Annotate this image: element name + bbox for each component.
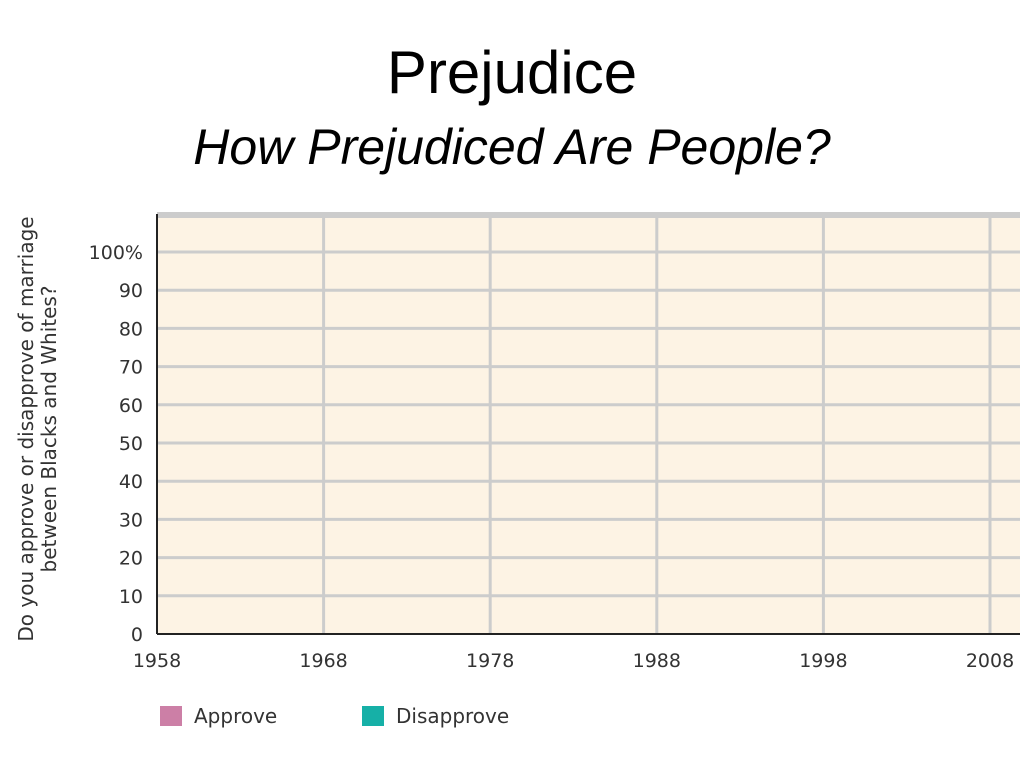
- legend-label-disapprove: Disapprove: [396, 704, 510, 728]
- y-tick-label: 100%: [89, 242, 143, 264]
- y-tick-label: 50: [119, 433, 143, 455]
- slide-title: Prejudice: [386, 39, 638, 106]
- y-tick-label: 60: [119, 395, 143, 417]
- slide-subtitle: How Prejudiced Are People?: [193, 119, 831, 175]
- y-tick-label: 10: [119, 586, 143, 608]
- y-tick-label: 40: [119, 471, 143, 493]
- legend-swatch-disapprove: [362, 706, 384, 726]
- legend-swatch-approve: [160, 706, 182, 726]
- y-tick-label: 0: [131, 624, 143, 646]
- y-tick-label: 70: [119, 357, 143, 379]
- x-tick-label: 1958: [133, 650, 181, 672]
- legend-item-disapprove: Disapprove: [362, 702, 509, 730]
- legend-item-approve: Approve: [160, 702, 277, 730]
- y-tick-label: 30: [119, 509, 143, 531]
- y-tick-label: 90: [119, 280, 143, 302]
- legend-label-approve: Approve: [194, 704, 278, 728]
- x-tick-label: 1968: [299, 650, 347, 672]
- x-tick-label: 2008: [966, 650, 1014, 672]
- y-tick-label: 80: [119, 318, 143, 340]
- x-tick-label: 1998: [799, 650, 847, 672]
- chart: 0 10 20 30 40 50 60 70 80 90 100% 1958 1968 1978 1988…: [89, 212, 1020, 672]
- plot-area: [157, 214, 1020, 634]
- x-tick-label: 1978: [466, 650, 514, 672]
- x-tick-label: 1988: [633, 650, 681, 672]
- y-tick-label: 20: [119, 548, 143, 570]
